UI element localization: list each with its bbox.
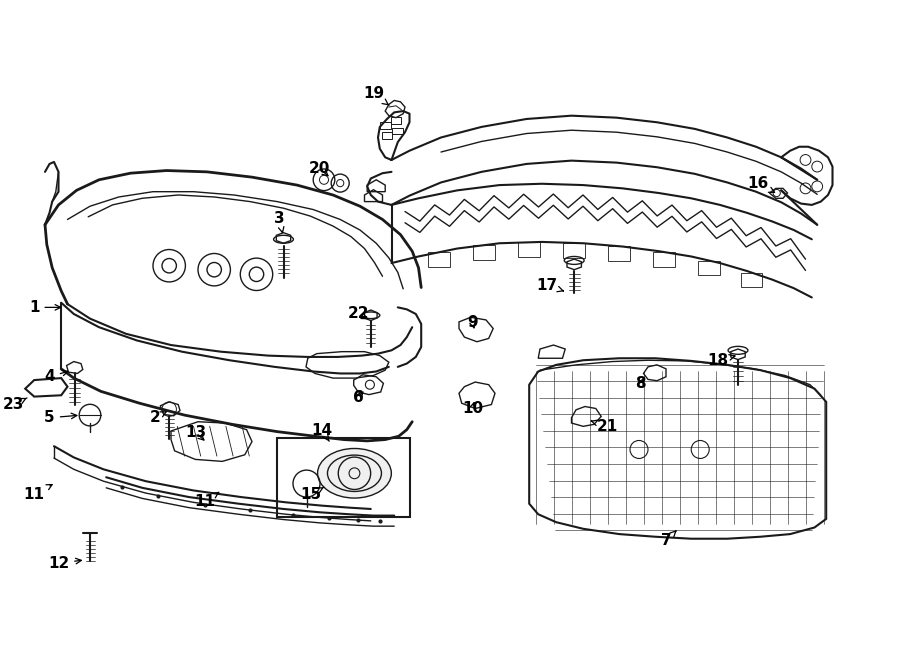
Text: 22: 22: [347, 307, 369, 321]
Bar: [518, 243, 540, 257]
Text: 11: 11: [23, 485, 52, 502]
Bar: [380, 122, 391, 129]
Bar: [392, 128, 403, 134]
Text: 13: 13: [185, 426, 207, 440]
Text: 10: 10: [462, 401, 483, 416]
Text: 11: 11: [194, 492, 219, 508]
Text: 21: 21: [591, 419, 618, 434]
Ellipse shape: [318, 448, 392, 498]
Text: 20: 20: [309, 161, 330, 176]
Text: 14: 14: [311, 424, 333, 442]
Text: 12: 12: [48, 556, 81, 570]
Bar: [563, 243, 585, 258]
Text: 3: 3: [274, 211, 284, 233]
Bar: [653, 252, 675, 266]
Text: 16: 16: [747, 176, 775, 192]
Text: 7: 7: [661, 531, 676, 548]
Text: 9: 9: [467, 315, 478, 330]
Bar: [473, 245, 495, 260]
Text: 4: 4: [44, 369, 68, 384]
Bar: [741, 272, 762, 287]
Bar: [382, 132, 392, 139]
Bar: [277, 438, 410, 517]
Text: 17: 17: [536, 278, 563, 293]
Text: 5: 5: [44, 410, 76, 425]
Bar: [391, 117, 401, 124]
Text: 19: 19: [363, 87, 389, 105]
Bar: [608, 247, 630, 261]
Text: 1: 1: [29, 300, 60, 315]
Bar: [428, 253, 450, 267]
Text: 15: 15: [300, 487, 324, 502]
Text: 18: 18: [707, 353, 735, 368]
Text: 23: 23: [3, 397, 27, 412]
Text: 6: 6: [353, 391, 364, 405]
Text: 2: 2: [149, 410, 166, 425]
Text: 8: 8: [635, 376, 646, 391]
Bar: [698, 260, 720, 275]
